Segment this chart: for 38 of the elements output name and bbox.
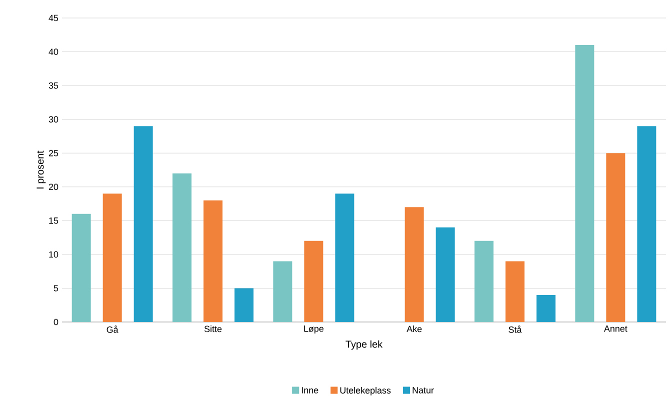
bar (404, 207, 424, 322)
bar (575, 45, 594, 322)
x-tick-label: Stå (508, 326, 522, 333)
bar (273, 261, 292, 322)
y-tick-label: 35 (48, 82, 58, 89)
bar (134, 126, 153, 322)
x-tick-label: Løpe (304, 326, 324, 334)
y-tick-label: 15 (49, 218, 58, 224)
bar (72, 214, 91, 322)
y-tick-label: 25 (48, 150, 58, 156)
bar (606, 153, 626, 322)
bar (637, 126, 656, 322)
legend-label: Utelekeplass (340, 386, 391, 396)
bar (536, 294, 556, 322)
x-axis-title: Type lek (346, 340, 383, 350)
bar (506, 261, 525, 322)
y-tick-label: 20 (48, 184, 58, 190)
x-tick-label: Sitte (204, 326, 222, 332)
y-tick-label: 40 (48, 48, 58, 55)
bar (204, 200, 223, 322)
bar (304, 240, 324, 322)
legend-label: Inne (302, 387, 318, 394)
bar (335, 194, 354, 322)
y-tick-label: 10 (49, 251, 58, 258)
y-tick-label: 45 (48, 14, 58, 22)
legend-label: Natur (412, 387, 434, 394)
x-tick-label: Gå (106, 326, 118, 333)
bar (172, 173, 192, 322)
bar (436, 227, 455, 322)
x-tick-label: Annet (604, 326, 628, 332)
x-tick-label: Ake (406, 326, 422, 332)
y-axis-title: I prosent (36, 150, 46, 188)
bar (102, 194, 122, 322)
bar (474, 240, 494, 322)
bar (234, 288, 254, 322)
y-tick-label: 0 (54, 318, 58, 326)
y-tick-label: 30 (48, 116, 58, 123)
y-tick-label: 5 (54, 285, 58, 292)
